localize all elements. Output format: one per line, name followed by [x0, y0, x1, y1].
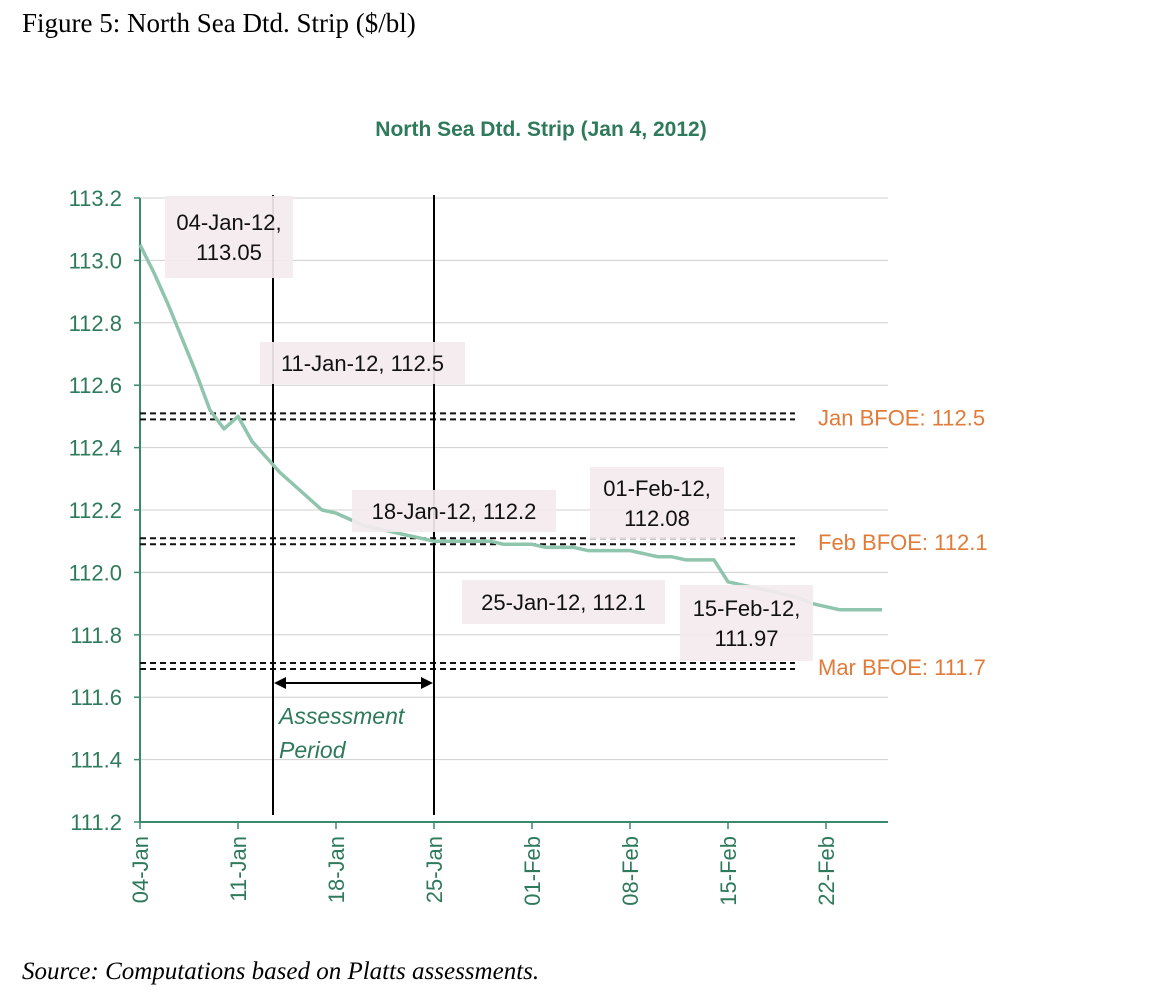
- bfoe-reference-line: Jan BFOE: 112.5: [140, 405, 985, 430]
- data-label-text: 25-Jan-12, 112.1: [481, 590, 646, 615]
- data-label: 11-Jan-12, 112.5: [260, 342, 465, 384]
- data-label-text: 18-Jan-12, 112.2: [372, 499, 537, 524]
- x-tick-label: 25-Jan: [422, 836, 447, 903]
- data-label-box: [352, 490, 556, 532]
- y-tick-label: 112.4: [69, 436, 122, 461]
- chart-title: North Sea Dtd. Strip (Jan 4, 2012): [375, 118, 706, 141]
- x-tick-label: 22-Feb: [814, 836, 839, 906]
- y-tick-label: 112.0: [69, 560, 122, 585]
- assessment-period-label: Assessment: [277, 703, 406, 729]
- data-label: 04-Jan-12, 113.05: [165, 196, 293, 278]
- reference-lines: Jan BFOE: 112.5 Feb BFOE: 112.1 Mar BFOE: …: [140, 405, 988, 680]
- figure-caption: Figure 5: North Sea Dtd. Strip ($/bl): [22, 8, 416, 38]
- x-tick-label: 01-Feb: [520, 836, 545, 906]
- axes: 111.2 111.4 111.6 111.8 112.0 112.2 112.4 112.6…: [69, 186, 888, 906]
- reference-line-label: Jan BFOE: 112.5: [818, 405, 985, 430]
- series-line: [138, 244, 882, 612]
- source-note: Source: Computations based on Platts ass…: [22, 958, 540, 985]
- data-label-text: 112.08: [624, 506, 690, 531]
- assessment-period-label: Period: [279, 737, 347, 763]
- data-label-text: 11-Jan-12, 112.5: [281, 351, 444, 376]
- y-tick-label: 111.4: [70, 748, 122, 773]
- data-label-text: 01-Feb-12,: [603, 476, 711, 501]
- data-label-box: [165, 196, 293, 278]
- data-label-text: 111.97: [714, 626, 778, 651]
- x-tick-label: 08-Feb: [618, 836, 643, 906]
- y-tick-label: 112.2: [69, 498, 122, 523]
- assessment-arrow-left-head: [274, 677, 286, 689]
- y-tick-label: 112.8: [69, 311, 122, 336]
- bfoe-reference-line: Feb BFOE: 112.1: [140, 530, 988, 555]
- y-tick-label: 111.2: [70, 810, 122, 835]
- gridlines: [140, 197, 888, 761]
- data-label-box: [462, 580, 665, 624]
- data-label-text: 04-Jan-12,: [176, 210, 281, 235]
- data-label-text: 113.05: [196, 240, 262, 265]
- bfoe-reference-line: Mar BFOE: 111.7: [140, 655, 986, 680]
- reference-line-label: Feb BFOE: 112.1: [818, 530, 988, 555]
- x-tick-label: 04-Jan: [128, 836, 153, 903]
- data-label: 18-Jan-12, 112.2: [352, 490, 556, 532]
- line-chart: North Sea Dtd. Strip (Jan 4, 2012) 111.2…: [69, 118, 988, 906]
- data-label-box: [260, 342, 465, 384]
- series: [138, 244, 883, 612]
- y-tick-label: 113.0: [69, 248, 122, 273]
- x-tick-label: 15-Feb: [716, 836, 741, 906]
- data-label: 15-Feb-12, 111.97: [680, 585, 813, 661]
- y-tick-label: 111.8: [70, 623, 122, 648]
- x-tick-label: 11-Jan: [226, 836, 251, 902]
- data-label: 01-Feb-12, 112.08: [590, 467, 724, 539]
- x-tick-label: 18-Jan: [324, 836, 349, 903]
- y-tick-label: 113.2: [69, 186, 122, 211]
- y-tick-label: 111.6: [70, 685, 122, 710]
- y-tick-label: 112.6: [69, 373, 122, 398]
- data-label-box: [590, 467, 724, 539]
- data-label-box: [680, 585, 813, 661]
- annotations: 04-Jan-12, 113.05 11-Jan-12, 112.5 18-Jan-1…: [165, 196, 813, 661]
- data-label-text: 15-Feb-12,: [693, 596, 801, 621]
- reference-line-label: Mar BFOE: 111.7: [818, 655, 986, 680]
- data-label: 25-Jan-12, 112.1: [462, 580, 665, 624]
- assessment-arrow-right-head: [421, 677, 433, 689]
